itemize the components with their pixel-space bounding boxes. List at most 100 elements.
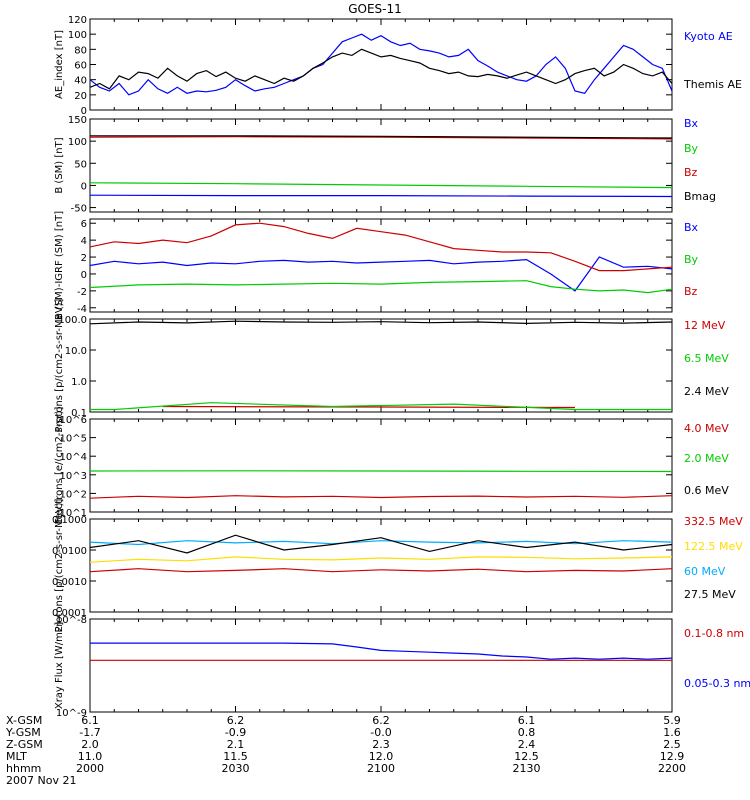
x-row-label-mlt: MLT <box>6 750 27 763</box>
panel-frame <box>89 18 673 111</box>
panel-frame <box>89 518 673 613</box>
series-line-2-4-mev <box>89 320 673 325</box>
y-tick-label: 60 <box>74 61 87 72</box>
x-axis-value: -0.0 <box>370 726 391 739</box>
y-tick-label: 120 <box>68 15 87 26</box>
y-tick-label: 100 <box>68 30 87 41</box>
y-tick-label: 150 <box>68 115 87 126</box>
y-tick-label: -2 <box>77 287 87 298</box>
y-tick-label: 0 <box>81 270 87 281</box>
legend-label: 12 MeV <box>684 319 726 332</box>
series-line-bx <box>89 194 673 198</box>
y-axis-label: B (SM) [nT] <box>54 137 65 193</box>
x-axis-value: 2.3 <box>372 738 390 751</box>
legend-label: 4.0 MeV <box>684 422 729 435</box>
legend-label: Themis AE <box>683 78 742 91</box>
x-row-label-zgsm: Z-GSM <box>6 738 43 751</box>
x-axis-value: 6.1 <box>518 714 536 727</box>
series-line-by <box>89 182 673 189</box>
y-tick-label: -50 <box>71 204 87 215</box>
legend-label: 27.5 MeV <box>684 588 736 601</box>
x-axis-value: 2.4 <box>518 738 536 751</box>
series-line-bz <box>89 136 673 140</box>
y-axis-label: AE_index [nT] <box>54 30 65 99</box>
y-tick-label: 6 <box>81 219 87 230</box>
y-tick-label: 10^6 <box>60 415 87 426</box>
legend-label: 332.5 MeV <box>684 515 743 528</box>
x-axis-value: 11.5 <box>223 750 248 763</box>
y-axis-label: Electrons [e/(cm2-s-sr)] <box>54 406 65 524</box>
y-tick-label: 0.1000 <box>52 515 87 526</box>
x-row-label-ygsm: Y-GSM <box>5 726 41 739</box>
x-axis-value: 2130 <box>513 762 541 775</box>
series-line-27-5-mev <box>89 534 673 554</box>
legend-label: 0.6 MeV <box>684 484 729 497</box>
x-axis-value: 12.9 <box>660 750 685 763</box>
legend-label: Kyoto AE <box>684 30 733 43</box>
y-tick-label: 0.0001 <box>52 608 87 619</box>
y-tick-label: 1.0 <box>71 377 87 388</box>
panel-frame <box>89 318 673 413</box>
legend-label: Bz <box>684 166 698 179</box>
x-axis-value: 2200 <box>658 762 686 775</box>
series-line-6-5-mev <box>90 402 672 411</box>
y-tick-label: 4 <box>81 236 87 247</box>
y-tick-label: 80 <box>74 45 87 56</box>
y-tick-label: 10.0 <box>65 346 87 357</box>
y-tick-label: 0.0010 <box>52 577 87 588</box>
x-axis-value: 6.2 <box>372 714 390 727</box>
x-axis-value: 6.1 <box>81 714 99 727</box>
y-tick-label: 10^2 <box>60 489 87 500</box>
x-row-label-hhmm: hhmm <box>6 762 41 775</box>
x-axis-value: 2.5 <box>663 738 681 751</box>
legend-label: 2.0 MeV <box>684 452 729 465</box>
y-tick-label: 0.1 <box>71 408 87 419</box>
x-row-label-xgsm: X-GSM <box>6 714 42 727</box>
y-tick-label: 2 <box>81 253 87 264</box>
series-line-themis-ae <box>89 48 673 90</box>
series-line-4-0-mev <box>89 495 673 499</box>
legend-label: By <box>684 142 699 155</box>
legend-label: Bmag <box>684 190 716 203</box>
legend-label: 122.5 MeV <box>684 540 743 553</box>
panel-3: -4 -2 0 2 4 6 B (SM)-IGRF (SM) [nT] Bx By Bz <box>54 211 699 320</box>
x-axis-value: 12.0 <box>369 750 394 763</box>
legend-label: Bz <box>684 285 698 298</box>
y-tick-label: 10^-9 <box>56 708 87 719</box>
legend-label: By <box>684 253 699 266</box>
x-axis-value: 1.6 <box>663 726 681 739</box>
x-axis-value: 2.1 <box>227 738 245 751</box>
y-tick-label: 0.0100 <box>52 546 87 557</box>
x-axis-value: -1.7 <box>79 726 100 739</box>
legend-label: Bx <box>684 221 699 234</box>
x-axis-value: 11.0 <box>78 750 103 763</box>
y-tick-label: 0 <box>81 181 87 192</box>
y-tick-label: 100 <box>68 137 87 148</box>
x-axis-value: 12.5 <box>514 750 539 763</box>
legend-label: 0.1-0.8 nm <box>684 627 744 640</box>
series-line-by <box>89 280 673 294</box>
y-axis-label: B (SM)-IGRF (SM) [nT] <box>54 211 65 320</box>
series-line-0-05-0-3-nm <box>90 642 673 660</box>
y-axis-label: Protons [p/(cm2-s-sr-MeV)] <box>54 498 65 632</box>
y-tick-label: 10^1 <box>60 508 87 519</box>
series-line-bx <box>89 256 673 292</box>
x-axis-value: 2100 <box>367 762 395 775</box>
x-axis-value: 2000 <box>76 762 104 775</box>
series-line-bz <box>89 222 673 272</box>
y-tick-label: 0 <box>81 106 87 117</box>
series-line-122-5-mev <box>89 556 673 563</box>
series-line-12-mev <box>162 405 576 409</box>
y-tick-label: 100.0 <box>58 315 87 326</box>
y-tick-label: 20 <box>74 91 87 102</box>
plot-title: GOES-11 <box>348 2 402 16</box>
y-tick-label: -4 <box>77 304 87 315</box>
y-tick-label: 10^5 <box>60 434 87 445</box>
legend-label: 2.4 MeV <box>684 385 729 398</box>
series-line-bmag <box>90 135 673 139</box>
